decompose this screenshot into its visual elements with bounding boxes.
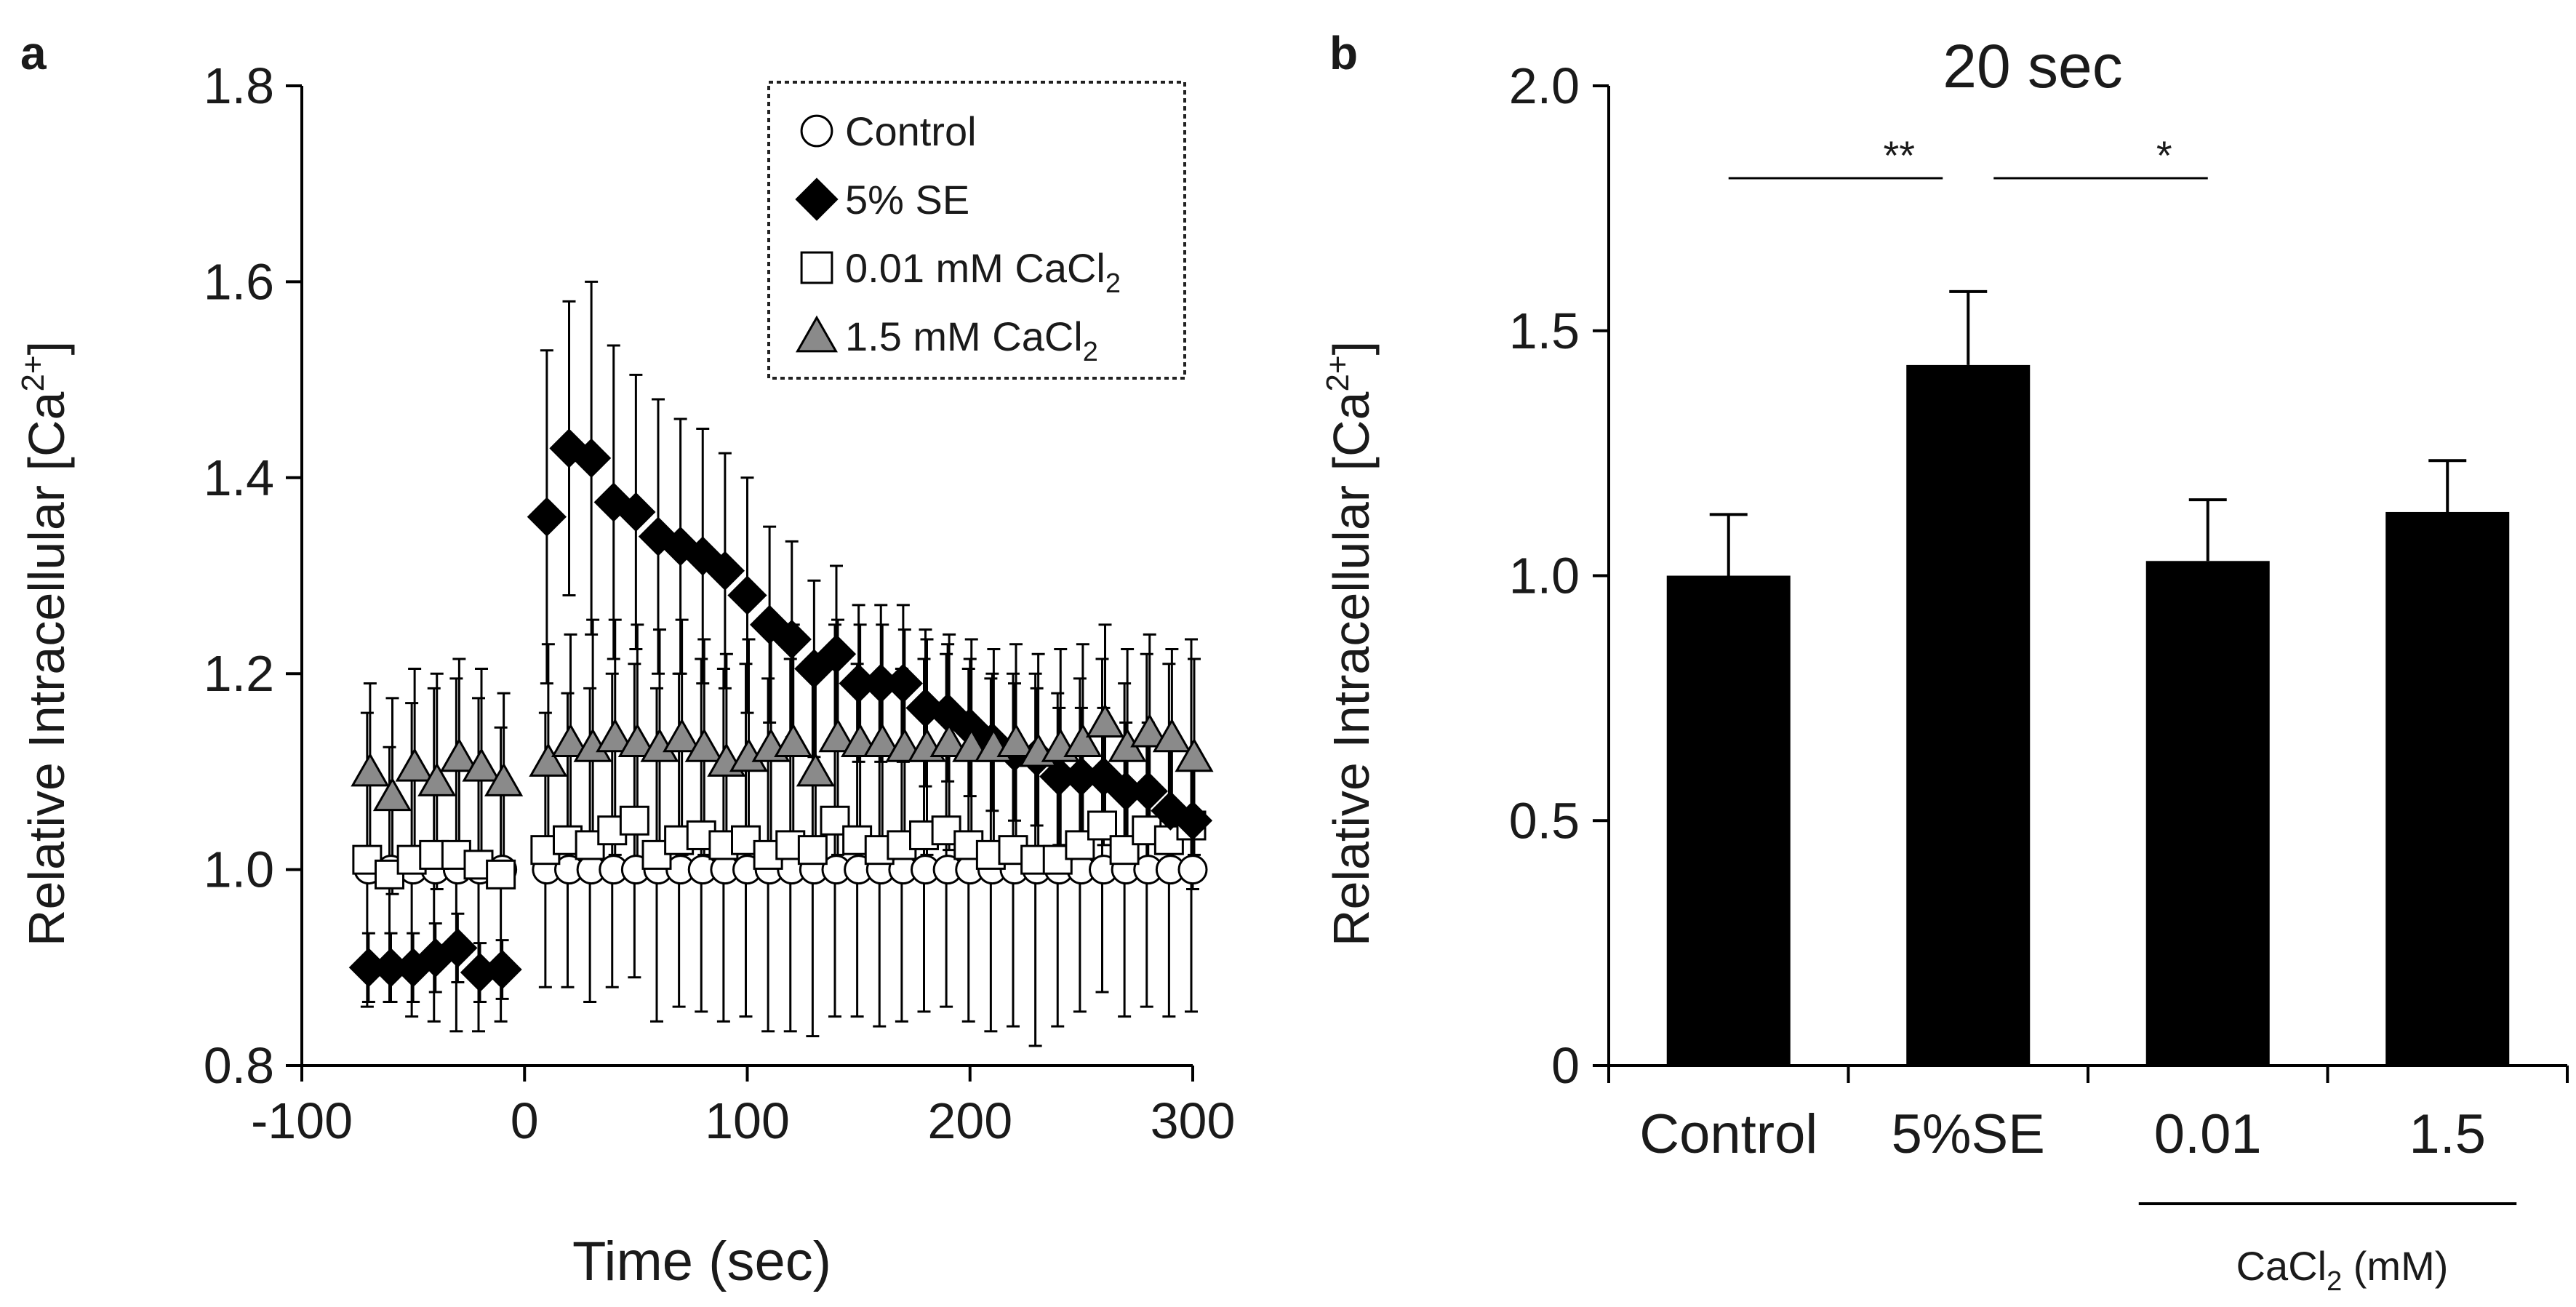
data-point	[484, 762, 524, 796]
data-point	[529, 743, 568, 777]
data-point	[395, 748, 434, 782]
data-point	[1087, 810, 1117, 841]
legend-marker	[800, 251, 833, 284]
data-point	[684, 728, 724, 762]
data-point	[705, 551, 745, 591]
data-point	[351, 752, 390, 787]
data-point	[797, 835, 828, 866]
data-point	[596, 718, 635, 753]
y-tick-label: 1.2	[204, 645, 274, 702]
panel-a-error-bars	[360, 280, 1201, 1047]
data-point	[1175, 738, 1214, 772]
data-point	[796, 752, 835, 787]
panel-a-time-course: a Relative Intracellular [Ca2+] Time (se…	[15, 27, 1235, 1292]
category-label: 1.5	[2409, 1103, 2486, 1165]
data-point	[1130, 713, 1169, 748]
bar	[2145, 561, 2270, 1066]
category-label: 5%SE	[1892, 1103, 2045, 1165]
data-point	[527, 497, 567, 537]
y-tick-label: 1.0	[204, 842, 274, 898]
data-point	[1128, 771, 1168, 811]
y-tick-label: 1.8	[204, 57, 274, 114]
legend-entry-label: 1.5 mM CaCl2	[845, 313, 1098, 367]
data-point	[774, 723, 813, 757]
data-point	[772, 619, 812, 660]
y-tick-label: 0	[1551, 1037, 1580, 1094]
legend-entry-label: Control	[845, 108, 977, 154]
panel-b-cacl2-group: CaCl2 (mM)	[2138, 1202, 2517, 1297]
panel-a-legend: Control 5% SE 0.01 mM CaCl2 1.5 mM CaCl2	[767, 81, 1186, 380]
y-tick-label: 0.5	[1509, 792, 1580, 849]
legend-marker	[796, 315, 838, 353]
data-point	[619, 805, 649, 836]
group-label: CaCl2 (mM)	[2236, 1243, 2449, 1297]
data-point	[883, 663, 923, 703]
data-point	[996, 723, 1036, 757]
significance-marker: **	[1883, 132, 1915, 178]
data-point	[551, 723, 591, 757]
y-tick-label: 1.6	[204, 253, 274, 310]
data-point	[1172, 801, 1213, 841]
data-point	[617, 723, 657, 757]
bar	[1666, 575, 1791, 1066]
legend-frame	[767, 81, 1186, 380]
data-point	[616, 492, 656, 532]
panel-a-axes: 0.8 1.0 1.2 1.4 1.6 1.8 -100 0 100 200 300	[204, 57, 1236, 1149]
data-point	[439, 738, 479, 772]
x-tick-label: -100	[251, 1092, 353, 1149]
bar	[1906, 364, 2031, 1066]
data-point	[818, 718, 857, 753]
x-tick-label: 100	[705, 1092, 790, 1149]
y-tick-label: 1.4	[204, 449, 274, 506]
category-label: Control	[1639, 1103, 1817, 1165]
legend-entry-label: 5% SE	[845, 177, 969, 223]
panel-b-significance: ** *	[1728, 132, 2208, 180]
panel-b-label: b	[1329, 27, 1358, 79]
data-point	[727, 575, 767, 615]
svg-text:Relative Intracellular [Ca2+]: Relative Intracellular [Ca2+]	[1320, 341, 1380, 946]
y-tick-label: 2.0	[1509, 57, 1580, 114]
data-point	[438, 928, 478, 968]
data-point	[1063, 723, 1103, 757]
svg-text:Relative Intracellular [Ca2+]: Relative Intracellular [Ca2+]	[15, 341, 75, 946]
y-tick-label: 0.8	[204, 1037, 274, 1094]
data-point	[572, 438, 612, 478]
panel-a-label: a	[20, 27, 47, 79]
legend-marker	[795, 177, 839, 221]
data-point	[417, 762, 457, 796]
data-point	[816, 634, 857, 674]
panel-a-x-axis-label: Time (sec)	[572, 1231, 831, 1292]
data-point	[1042, 844, 1073, 875]
legend-marker	[800, 114, 833, 148]
data-point	[1152, 718, 1191, 753]
data-point	[372, 777, 412, 812]
panel-b-axes: 0 0.5 1.0 1.5 2.0 Control 5%SE 0.01 1.5	[1509, 57, 2569, 1165]
panel-b-bars	[1666, 289, 2510, 1066]
panel-a-data-points	[348, 428, 1214, 993]
data-point	[663, 718, 702, 753]
data-point	[1177, 855, 1208, 885]
data-point	[1085, 703, 1125, 738]
panel-b-y-axis-label: Relative Intracellular [Ca2+]	[1320, 341, 1380, 946]
data-point	[486, 859, 516, 890]
x-tick-label: 0	[511, 1092, 539, 1149]
data-point	[462, 748, 501, 782]
x-tick-label: 200	[927, 1092, 1012, 1149]
panel-b-title: 20 sec	[1943, 32, 2123, 100]
data-point	[863, 723, 902, 757]
y-tick-label: 1.5	[1509, 303, 1580, 359]
x-tick-label: 300	[1151, 1092, 1236, 1149]
panel-b-bar-chart: b 20 sec Relative Intracellular [Ca2+] 0…	[1320, 27, 2569, 1297]
y-tick-label: 1.0	[1509, 548, 1580, 604]
data-point	[929, 723, 969, 757]
bar	[2385, 511, 2510, 1066]
category-label: 0.01	[2154, 1103, 2262, 1165]
significance-marker: *	[2156, 132, 2172, 178]
panel-a-y-axis-label: Relative Intracellular [Ca2+]	[15, 341, 75, 946]
legend-entry-label: 0.01 mM CaCl2	[845, 245, 1121, 299]
data-point	[482, 949, 522, 990]
